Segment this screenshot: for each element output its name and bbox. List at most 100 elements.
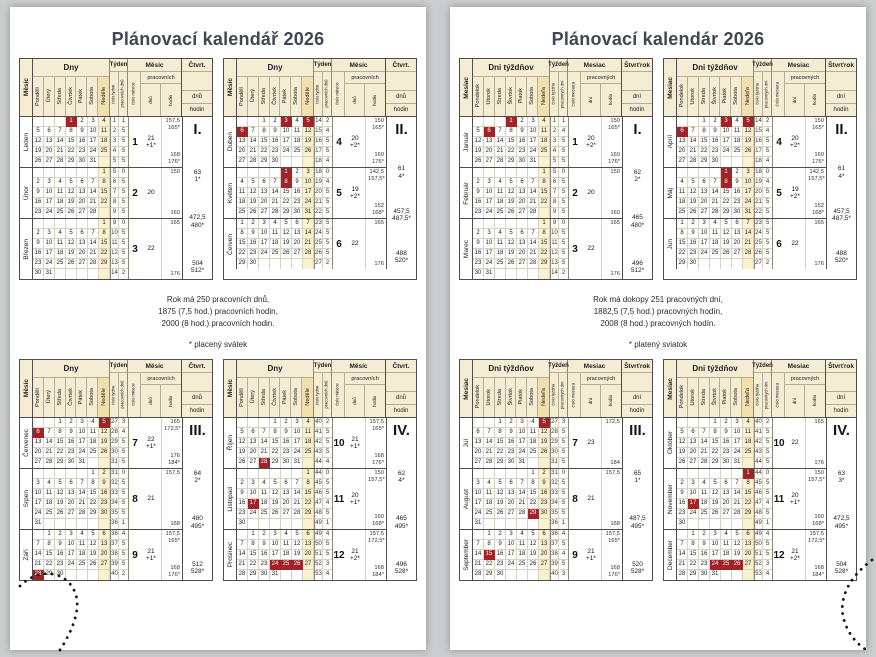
day-cell: 25 <box>517 560 528 570</box>
week-number-cell: 15 <box>754 127 763 137</box>
week-number-cell: 49 <box>754 519 763 529</box>
day-names-group-header: Dny <box>33 360 109 378</box>
week-subheader: číslo týdne <box>110 72 119 116</box>
week-row: 9 10 11 12 13 14 15 7 5 <box>33 188 128 198</box>
day-cell <box>33 418 44 428</box>
day-cell: 10 <box>473 489 484 499</box>
day-cell: 4 <box>677 178 688 188</box>
day-cell: 21 <box>743 239 754 249</box>
days-subheader: dní <box>581 385 601 417</box>
day-cell: 11 <box>55 239 66 249</box>
holiday-day-cell: 1 <box>66 117 77 127</box>
day-cell <box>732 469 743 479</box>
day-cell: 21 <box>699 448 710 458</box>
day-cell <box>270 168 281 178</box>
day-cell <box>732 259 743 269</box>
day-cell: 29 <box>495 458 506 468</box>
month-hours: 157,5 165* 168 176* <box>161 117 182 167</box>
month-block: Červenec 1 2 3 4 5 27 3 6 7 8 9 10 11 12 28 4 13 14 15 16 17 1… <box>20 418 182 469</box>
day-cell <box>495 269 506 279</box>
day-cell <box>292 519 303 529</box>
day-cell: 30 <box>99 509 110 519</box>
day-cell: 4 <box>281 530 292 540</box>
day-cell: 13 <box>259 188 270 198</box>
day-cell: 13 <box>33 438 44 448</box>
day-cell: 30 <box>473 269 484 279</box>
day-cell: 25 <box>677 208 688 218</box>
month-workdays: 22 <box>791 240 799 248</box>
hours-75: 157,5 <box>605 470 620 476</box>
day-cell: 26 <box>710 509 721 519</box>
day-cell: 28 <box>55 157 66 167</box>
day-name-header: Sobota <box>527 77 539 116</box>
week-row: 20 21 22 23 24 25 26 17 5 <box>237 147 332 157</box>
day-cell <box>517 219 528 229</box>
day-cell: 22 <box>281 198 292 208</box>
day-cell: 10 <box>248 489 259 499</box>
week-number-cell: 34 <box>110 499 119 509</box>
week-subheader: číslo týždňa <box>754 373 763 417</box>
day-cell: 1 <box>99 219 110 229</box>
week-row: 3 4 5 6 7 8 9 32 5 <box>473 479 568 489</box>
day-cell: 8 <box>743 479 754 489</box>
week-number-cell: 31 <box>550 469 559 479</box>
day-cell <box>473 168 484 178</box>
day-cell: 18 <box>99 137 110 147</box>
week-workdays-cell: 0 <box>323 469 332 479</box>
day-cell <box>710 469 721 479</box>
day-cell: 12 <box>292 540 303 550</box>
day-cell: 13 <box>539 540 550 550</box>
day-cell: 8 <box>248 540 259 550</box>
day-cell: 25 <box>99 147 110 157</box>
week-number-cell: 53 <box>754 570 763 580</box>
day-name-header: Sobota <box>731 77 743 116</box>
quarter-days-subheader: dní <box>622 90 652 103</box>
day-cell: 5 <box>292 530 303 540</box>
day-cell: 20 <box>506 499 517 509</box>
month-block: Máj 1 2 3 18 0 4 5 6 7 8 9 10 19 4 11 12 13 14 15 16 17 20 5 18 1… <box>664 168 826 219</box>
day-cell: 30 <box>688 259 699 269</box>
day-cell: 30 <box>66 458 77 468</box>
day-cell: 11 <box>484 489 495 499</box>
day-cell: 15 <box>248 550 259 560</box>
day-cell: 19 <box>688 198 699 208</box>
day-cell: 2 <box>721 418 732 428</box>
day-cell: 7 <box>495 127 506 137</box>
month-number-subheader: číslo měsíce <box>128 72 141 116</box>
holiday-day-cell: 1 <box>506 117 517 127</box>
month-block: Jún 1 2 3 4 5 6 7 23 5 8 9 10 11 12 13 14 24 5 15 16 17 18 19 20… <box>664 219 826 269</box>
week-number-cell: 14 <box>110 269 119 279</box>
month-column-header: Měsíc <box>224 59 237 116</box>
day-cell <box>88 219 99 229</box>
day-cell: 19 <box>281 239 292 249</box>
week-row: 1 2 3 18 0 <box>677 168 772 178</box>
day-cell: 15 <box>721 188 732 198</box>
quarter-summary: III. 64 2* 480 495* 512 528* <box>182 418 212 580</box>
week-number-cell: 49 <box>754 530 763 540</box>
day-cell: 9 <box>699 540 710 550</box>
day-cell: 9 <box>99 479 110 489</box>
day-cell: 22 <box>248 560 259 570</box>
day-cell: 7 <box>44 428 55 438</box>
quarter-table: Měsíc Dny Pondělí Úterý Středa Čtvrtek Pátek So… <box>19 58 213 280</box>
day-cell: 27 <box>44 157 55 167</box>
month-hours: 150 160 <box>161 168 182 218</box>
day-cell: 4 <box>55 178 66 188</box>
day-cell: 1 <box>259 117 270 127</box>
day-cell: 26 <box>495 509 506 519</box>
day-name-header: Nedeľa <box>538 378 549 417</box>
day-cell <box>677 168 688 178</box>
day-cell <box>528 519 539 529</box>
day-cell: 13 <box>517 239 528 249</box>
day-cell: 20 <box>33 448 44 458</box>
day-cell: 6 <box>77 178 88 188</box>
day-cell <box>44 219 55 229</box>
week-number-cell: 5 <box>550 168 559 178</box>
day-cell: 31 <box>33 519 44 529</box>
day-cell <box>528 269 539 279</box>
week-workdays-cell: 1 <box>561 520 566 526</box>
holiday-day-cell: 15 <box>484 550 495 560</box>
day-cell: 19 <box>33 147 44 157</box>
day-cell <box>528 168 539 178</box>
day-name-header: Pondelok <box>473 77 484 116</box>
